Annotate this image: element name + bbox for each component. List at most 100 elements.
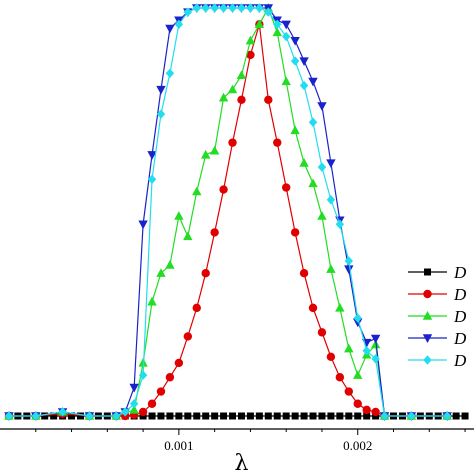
series-2-point [174, 358, 184, 368]
series-1-point [273, 412, 281, 420]
series-5-point [264, 7, 273, 17]
series-2-point [246, 50, 255, 60]
series-5-point [85, 411, 94, 421]
series-2-point [335, 373, 345, 382]
series-5-point [219, 3, 228, 13]
series-2-point [299, 269, 309, 278]
legend-item-2: D [408, 285, 467, 304]
series-5-point [335, 219, 345, 229]
series-4-point [299, 57, 309, 67]
series-3 [4, 3, 452, 420]
series-5-point [4, 411, 14, 421]
x-tick-label: 0.001 [164, 438, 193, 453]
series-1-point [452, 412, 460, 420]
series-3-point [209, 145, 220, 155]
series-1-point [363, 412, 371, 420]
series-2-point [281, 183, 291, 192]
series-2-point [353, 399, 362, 408]
series-3-point [326, 264, 336, 273]
series-5 [4, 3, 452, 421]
series-3-point [218, 92, 229, 102]
series-4-point [290, 36, 300, 46]
series-2-point [326, 352, 336, 362]
series-5-point [344, 256, 353, 266]
series-1-point [336, 412, 344, 420]
series-2-point [344, 387, 353, 396]
series-2-line [8, 24, 448, 417]
series-4-point [326, 159, 336, 169]
series-5-line [8, 7, 448, 417]
series-5-point [183, 7, 193, 17]
series-4-point [138, 220, 148, 230]
legend-label: D [453, 351, 467, 370]
series-3-point [183, 231, 193, 241]
series-5-point [174, 19, 184, 30]
series-1-point [255, 412, 263, 420]
series-3-point [156, 268, 166, 277]
series-5-point [407, 411, 416, 421]
series-1-point [264, 412, 272, 420]
series-5-point [121, 407, 130, 417]
series-1-point [282, 412, 290, 420]
series-1-point [229, 412, 237, 420]
series-2-point [228, 138, 237, 147]
series-4-point [353, 318, 363, 328]
series-4-point [156, 85, 166, 95]
series-1-point [237, 412, 245, 420]
series-3-point [299, 158, 309, 167]
series-5-point [147, 174, 157, 185]
series-3-point [317, 211, 327, 220]
axis-layer: 0.001 0.002 λ [0, 428, 474, 474]
series-1-point [246, 412, 254, 420]
series-2 [4, 20, 452, 421]
series-2-point [147, 399, 157, 408]
series-5-point [442, 411, 452, 421]
series-3-point [245, 35, 256, 45]
legend-label: D [453, 307, 467, 326]
series-5-point [273, 19, 282, 30]
legend-marker [424, 268, 431, 276]
series-3-point [192, 186, 202, 196]
series-1-point [327, 412, 335, 420]
series-4-point [147, 151, 157, 160]
series-1-point [202, 412, 210, 420]
series-2-point [210, 228, 219, 237]
series-3-point [165, 260, 175, 269]
series-3-point [236, 70, 247, 80]
series-5-point [210, 3, 219, 13]
series-4-line [8, 7, 448, 417]
series-5-point [165, 68, 175, 78]
series-5-point [255, 3, 264, 13]
legend-label: D [453, 263, 467, 282]
series-3-point [272, 27, 282, 37]
series-1-point [193, 412, 201, 420]
series-5-point [290, 56, 300, 66]
series-3-line [8, 6, 448, 417]
series-4-point [165, 24, 175, 34]
series-5-point [353, 313, 362, 323]
series-5-point [156, 109, 166, 119]
series-1-point [166, 412, 174, 420]
series-5-point [228, 3, 237, 13]
series-1-point [148, 412, 156, 420]
series-5-point [380, 411, 389, 421]
series-4-point [370, 334, 381, 344]
series-3-point [174, 211, 184, 220]
series-5-point [237, 3, 246, 13]
series-3-point [281, 76, 291, 86]
series-1-point [318, 412, 326, 420]
series-3-point [254, 19, 265, 29]
series-4-point [317, 102, 327, 111]
series-1-point [157, 412, 165, 420]
series-1-point [184, 412, 192, 420]
series-2-point [273, 138, 282, 147]
series-5-point [201, 3, 210, 13]
legend-item-3: D [408, 307, 467, 326]
series-2-point [201, 269, 210, 278]
series-1-point [68, 412, 76, 420]
series-2-point [308, 303, 318, 313]
series-2-point [183, 332, 193, 341]
series-5-point [31, 411, 40, 421]
series-5-point [58, 407, 67, 417]
series-2-point [362, 405, 371, 415]
